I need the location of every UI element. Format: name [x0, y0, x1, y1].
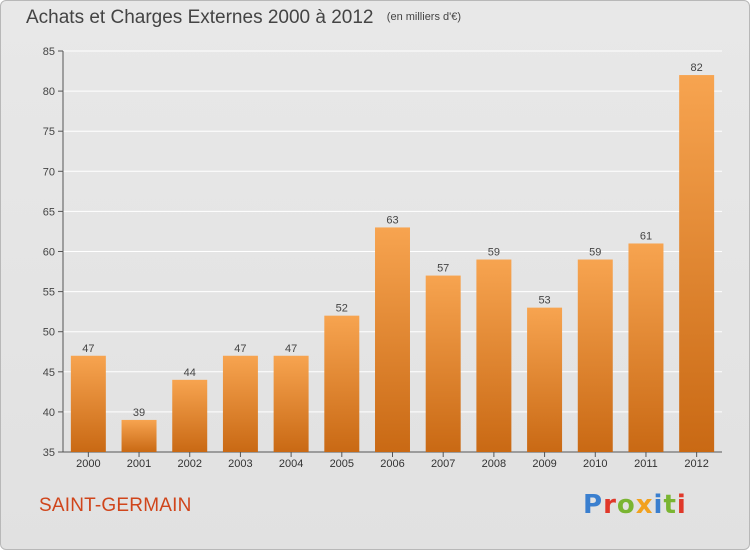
logo-letter: x [635, 490, 654, 520]
data-label: 47 [285, 343, 297, 355]
logo-letter: t [663, 490, 677, 520]
y-tick-label: 40 [43, 407, 55, 419]
y-tick-label: 45 [43, 367, 55, 379]
y-tick-label: 35 [43, 447, 55, 459]
logo-letter: i [676, 490, 687, 520]
data-label: 53 [538, 295, 550, 307]
y-tick-label: 80 [43, 86, 55, 98]
y-tick-label: 50 [43, 327, 55, 339]
x-tick-label: 2006 [380, 458, 404, 470]
city-name: SAINT-GERMAIN [39, 495, 192, 516]
bar [628, 243, 664, 452]
y-tick-label: 65 [43, 206, 55, 218]
bars [70, 75, 715, 452]
x-tick-label: 2010 [583, 458, 607, 470]
data-label: 44 [184, 367, 196, 379]
x-tick-label: 2012 [684, 458, 708, 470]
x-tick-label: 2011 [634, 458, 658, 470]
proxiti-logo: Proxiti [583, 490, 687, 520]
logo-letter: P [583, 490, 604, 520]
data-label: 57 [437, 263, 449, 275]
bar [70, 355, 106, 452]
logo-letter: o [616, 490, 636, 520]
x-tick-label: 2007 [431, 458, 455, 470]
data-label: 39 [133, 407, 145, 419]
bar [273, 355, 309, 452]
y-tick-label: 75 [43, 126, 55, 138]
x-tick-label: 2004 [279, 458, 303, 470]
chart-title: Achats et Charges Externes 2000 à 2012 (… [26, 7, 461, 29]
data-label: 59 [589, 247, 601, 259]
data-label: 59 [488, 247, 500, 259]
bar [577, 259, 613, 452]
bar [172, 379, 208, 452]
data-label: 63 [386, 214, 398, 226]
bar [121, 419, 157, 452]
data-label: 82 [691, 62, 703, 74]
data-labels: 47 39 44 47 47 52 63 57 59 53 59 61 82 [82, 62, 703, 419]
bar [324, 315, 360, 452]
x-tick-label: 2001 [127, 458, 151, 470]
logo-letter: i [653, 490, 664, 520]
x-tick-label: 2005 [330, 458, 354, 470]
bar [679, 75, 715, 452]
x-tick-label: 2009 [532, 458, 556, 470]
y-tick-label: 70 [43, 166, 55, 178]
bar [425, 275, 461, 452]
y-tick-label: 55 [43, 287, 55, 299]
x-tick-label: 2003 [228, 458, 252, 470]
chart-title-text: Achats et Charges Externes 2000 à 2012 [26, 7, 374, 28]
data-label: 47 [82, 343, 94, 355]
data-label: 61 [640, 230, 652, 242]
bar [476, 259, 512, 452]
logo-letter: r [603, 490, 617, 520]
x-tick-label: 2000 [76, 458, 100, 470]
x-tick-label: 2002 [177, 458, 201, 470]
x-tick-label: 2008 [482, 458, 506, 470]
bar [222, 355, 258, 452]
bar [375, 227, 410, 452]
y-tick-label: 85 [43, 46, 55, 58]
data-label: 47 [234, 343, 246, 355]
data-label: 52 [336, 303, 348, 315]
y-tick-label: 60 [43, 247, 55, 259]
bar [527, 307, 563, 452]
chart-subtitle: (en milliers d'€) [386, 11, 462, 23]
